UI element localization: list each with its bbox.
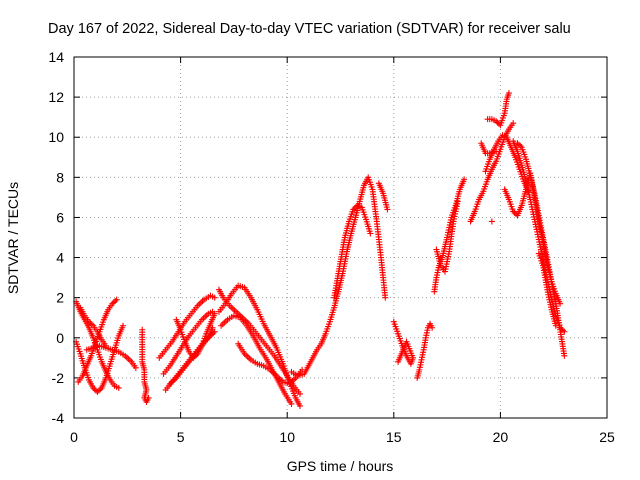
data-point xyxy=(145,394,152,401)
y-tick-label: 6 xyxy=(56,209,64,225)
series-arc-22 xyxy=(433,198,461,275)
x-tick-labels: 0 5 10 15 20 25 xyxy=(70,429,615,445)
data-point xyxy=(132,364,139,371)
series-arc-6 xyxy=(139,326,152,405)
data-point xyxy=(191,353,198,360)
data-point xyxy=(510,120,517,127)
series-arc-11 xyxy=(173,310,218,361)
data-point xyxy=(91,386,98,393)
data-point xyxy=(94,388,101,395)
series-arc-30 xyxy=(514,140,568,359)
data-point xyxy=(88,321,95,328)
x-tick-label: 25 xyxy=(599,429,615,445)
y-tick-label: -2 xyxy=(52,370,65,386)
series-arc-5 xyxy=(77,304,109,349)
data-point xyxy=(288,400,295,407)
grid-lines xyxy=(74,57,607,418)
data-point xyxy=(395,358,402,365)
data-point xyxy=(454,198,461,205)
series-arc-24 xyxy=(484,90,512,129)
data-point xyxy=(517,142,524,149)
data-point xyxy=(296,402,303,409)
series-arc-4 xyxy=(83,342,139,371)
y-tick-label: 10 xyxy=(48,129,64,145)
data-point xyxy=(514,140,521,147)
y-axis-title: SDTVAR / TECUs xyxy=(5,182,21,294)
series-arc-18 xyxy=(375,180,391,213)
series-arc-2 xyxy=(73,322,127,395)
data-point xyxy=(120,322,127,329)
data-point xyxy=(190,354,197,361)
series-arc-23 xyxy=(467,120,517,225)
data-point xyxy=(561,352,568,359)
x-tick-label: 5 xyxy=(177,429,185,445)
y-tick-labels: -4 -2 0 2 4 6 8 10 12 14 xyxy=(48,49,64,426)
series-arc-3 xyxy=(75,296,120,385)
plot-frame xyxy=(73,56,608,419)
x-axis-title: GPS time / hours xyxy=(287,458,394,474)
series-arc-26 xyxy=(478,140,500,157)
data-point xyxy=(429,324,436,331)
y-tick-label: 14 xyxy=(48,49,64,65)
data-point xyxy=(461,176,468,183)
data-point xyxy=(90,384,97,391)
data-point xyxy=(351,205,358,212)
y-tick-label: -4 xyxy=(52,410,65,426)
data-points xyxy=(73,90,568,409)
data-point xyxy=(505,90,512,97)
data-point xyxy=(113,296,120,303)
x-tick-label: 20 xyxy=(493,429,509,445)
chart-title: Day 167 of 2022, Sidereal Day-to-day VTE… xyxy=(48,21,571,37)
series-arc-19 xyxy=(390,318,416,367)
x-tick-label: 0 xyxy=(70,429,78,445)
x-tick-label: 10 xyxy=(279,429,295,445)
series-arc-31 xyxy=(535,250,559,329)
data-point xyxy=(110,299,117,306)
data-point xyxy=(493,118,500,125)
data-point xyxy=(211,310,218,317)
series-arc-13 xyxy=(215,282,303,409)
data-point xyxy=(211,294,218,301)
data-point xyxy=(515,141,522,148)
data-point xyxy=(97,386,104,393)
data-point xyxy=(493,148,500,155)
data-point xyxy=(488,218,495,225)
data-point xyxy=(193,352,200,359)
y-tick-label: 4 xyxy=(56,250,64,266)
series-arc-20 xyxy=(414,320,436,381)
data-point xyxy=(115,384,122,391)
y-tick-label: 12 xyxy=(48,89,64,105)
data-point xyxy=(382,294,389,301)
data-point xyxy=(552,322,559,329)
x-tick-label: 15 xyxy=(386,429,402,445)
data-point xyxy=(384,206,391,213)
data-point xyxy=(296,390,303,397)
data-point xyxy=(85,318,92,325)
data-point xyxy=(109,300,116,307)
data-point xyxy=(367,230,374,237)
series-arc-27 xyxy=(488,218,495,225)
series-arc-17 xyxy=(331,202,374,301)
data-point xyxy=(350,206,357,213)
data-point xyxy=(510,208,517,215)
data-point xyxy=(87,320,94,327)
y-tick-label: 8 xyxy=(56,169,64,185)
y-tick-label: 0 xyxy=(56,330,64,346)
data-point xyxy=(112,298,119,305)
y-tick-label: 2 xyxy=(56,290,64,306)
data-point xyxy=(102,342,109,349)
data-point xyxy=(511,209,518,216)
data-point xyxy=(95,387,102,394)
